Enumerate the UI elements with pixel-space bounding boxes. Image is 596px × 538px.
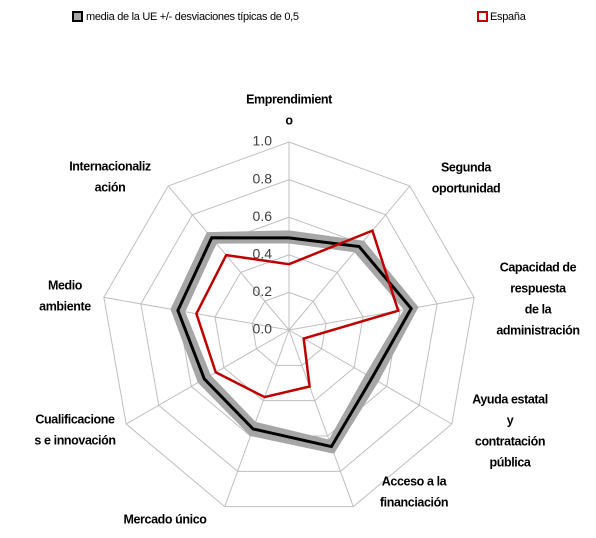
category-label: Segunda — [441, 160, 492, 174]
spoke — [288, 185, 411, 331]
category-label: financiación — [380, 495, 448, 509]
category-label: de la — [525, 302, 553, 316]
grid-ring — [140, 179, 438, 472]
legend-label: España — [490, 11, 527, 23]
y-tick-label: 1.0 — [253, 133, 273, 149]
category-label: ación — [95, 180, 126, 194]
grid-ring — [103, 141, 475, 508]
category-label: pública — [490, 455, 532, 469]
grid-ring — [251, 291, 327, 366]
legend-label: media de la UE +/- desviaciones típicas … — [86, 11, 299, 23]
series-line — [176, 236, 414, 449]
y-tick-label: 0.4 — [253, 246, 273, 262]
category-label: Internacionaliz — [69, 159, 151, 173]
category-label: administración — [496, 323, 579, 337]
series-line — [195, 228, 400, 399]
legend-swatch — [72, 11, 83, 22]
category-label: s e innovación — [34, 433, 115, 447]
y-tick-label: 0.6 — [253, 208, 273, 224]
category-label: Ayuda estatal — [472, 392, 548, 406]
category-label: ambiente — [39, 299, 91, 313]
category-label: Medio — [48, 278, 83, 292]
category-label: y — [507, 413, 514, 427]
category-label: o — [285, 113, 293, 127]
y-tick-label: 0.0 — [253, 321, 273, 337]
category-label: Cualificacione — [35, 412, 115, 426]
spoke — [288, 329, 354, 507]
category-label: Capacidad de — [500, 260, 577, 274]
spoke — [288, 296, 475, 331]
category-label: oportunidad — [432, 181, 501, 195]
category-label: Emprendimient — [246, 92, 333, 106]
spoke — [167, 185, 290, 331]
spoke — [224, 329, 290, 507]
category-label: contratación — [475, 434, 545, 448]
category-label: respuesta — [510, 281, 567, 295]
category-label: Acceso a la — [382, 474, 448, 488]
legend-swatch — [477, 11, 488, 22]
category-label: Mercado único — [123, 512, 207, 526]
y-tick-label: 0.8 — [253, 170, 273, 186]
y-tick-label: 0.2 — [253, 283, 273, 299]
grid-ring — [214, 254, 364, 402]
band — [170, 230, 419, 454]
